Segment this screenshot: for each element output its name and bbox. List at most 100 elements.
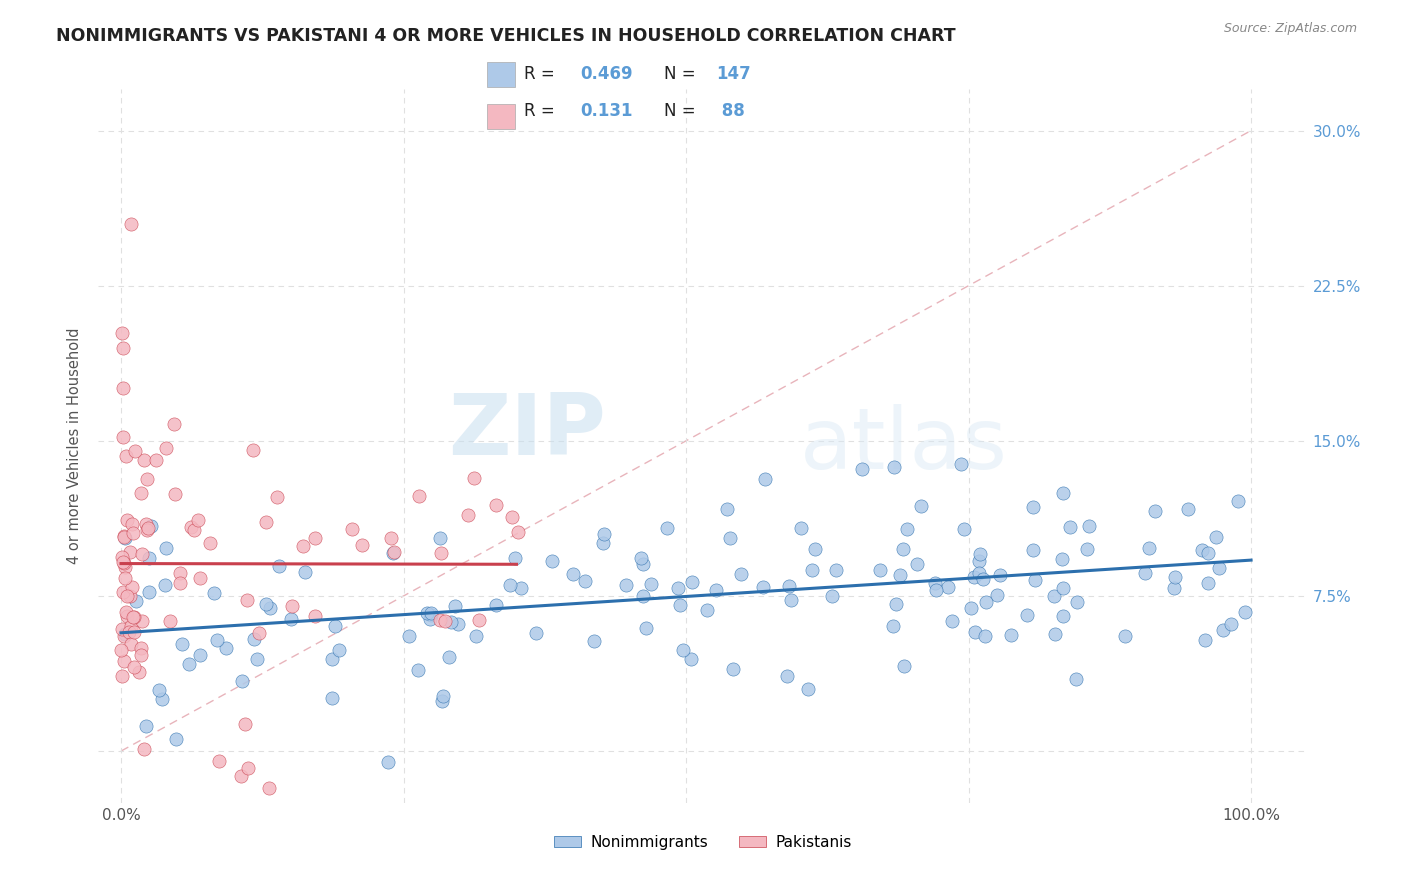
Point: [1135, 566, 1157, 580]
Point: [672, 643, 695, 657]
Point: [163, 487, 186, 501]
Point: [754, 472, 776, 486]
Point: [121, 517, 143, 532]
Point: [988, 568, 1011, 582]
Point: [655, 521, 678, 535]
Point: [582, 634, 605, 648]
Point: [122, 525, 145, 540]
Point: [121, 580, 143, 594]
Point: [484, 598, 506, 612]
Point: [118, 624, 141, 639]
Point: [342, 522, 364, 536]
Point: [1164, 570, 1187, 584]
Point: [1177, 502, 1199, 516]
Point: [188, 648, 211, 662]
Point: [229, 769, 252, 783]
Point: [526, 626, 548, 640]
Point: [257, 781, 280, 796]
Text: Source: ZipAtlas.com: Source: ZipAtlas.com: [1223, 22, 1357, 36]
Point: [666, 582, 689, 596]
Point: [231, 673, 253, 688]
Point: [465, 629, 488, 643]
Text: N =: N =: [664, 103, 700, 120]
Point: [183, 523, 205, 537]
Text: R =: R =: [524, 65, 561, 83]
Point: [631, 558, 654, 572]
Point: [1052, 486, 1074, 500]
Point: [138, 550, 160, 565]
Point: [457, 508, 479, 522]
Point: [936, 580, 959, 594]
Point: [891, 542, 914, 557]
Point: [821, 589, 844, 603]
Point: [122, 610, 145, 624]
Point: [291, 539, 314, 553]
Point: [382, 545, 405, 559]
Point: [169, 576, 191, 591]
Point: [1212, 623, 1234, 637]
Point: [429, 613, 451, 627]
Point: [509, 581, 531, 595]
Point: [114, 629, 136, 643]
Point: [129, 648, 152, 663]
Point: [205, 632, 228, 647]
Point: [950, 457, 973, 471]
Point: [963, 570, 986, 584]
Point: [439, 650, 461, 665]
Point: [141, 519, 163, 533]
Point: [419, 612, 441, 626]
Point: [941, 614, 963, 628]
Point: [120, 589, 142, 603]
Point: [159, 614, 181, 628]
Point: [187, 513, 209, 527]
Point: [592, 536, 614, 550]
Point: [1022, 500, 1045, 515]
Point: [110, 669, 132, 683]
Point: [780, 593, 803, 607]
Point: [1234, 606, 1257, 620]
Point: [122, 660, 145, 674]
Point: [198, 535, 221, 549]
Point: [377, 756, 399, 770]
Point: [114, 560, 136, 574]
Point: [432, 693, 454, 707]
Point: [328, 643, 350, 657]
Legend: Nonimmigrants, Pakistanis: Nonimmigrants, Pakistanis: [548, 829, 858, 855]
Point: [803, 542, 825, 557]
Point: [562, 566, 585, 581]
Point: [1226, 494, 1249, 508]
Point: [706, 582, 728, 597]
Point: [122, 610, 145, 624]
Text: atlas: atlas: [800, 404, 1008, 488]
Point: [254, 515, 277, 529]
Point: [114, 529, 136, 543]
Point: [165, 732, 187, 747]
Point: [120, 618, 142, 632]
Text: NONIMMIGRANTS VS PAKISTANI 4 OR MORE VEHICLES IN HOUSEHOLD CORRELATION CHART: NONIMMIGRANTS VS PAKISTANI 4 OR MORE VEH…: [56, 27, 956, 45]
Point: [718, 532, 741, 546]
Point: [1114, 629, 1136, 643]
Point: [419, 606, 441, 620]
FancyBboxPatch shape: [488, 104, 515, 129]
Point: [281, 599, 304, 613]
Point: [162, 417, 184, 431]
Point: [1059, 519, 1081, 533]
Point: [896, 522, 918, 536]
Point: [112, 341, 135, 355]
Point: [630, 551, 652, 566]
Point: [1197, 576, 1219, 591]
Point: [266, 490, 288, 504]
Point: [280, 612, 302, 626]
Point: [236, 593, 259, 607]
Point: [416, 606, 439, 620]
Point: [429, 531, 451, 545]
Point: [973, 629, 995, 643]
Point: [115, 449, 138, 463]
Y-axis label: 4 or more Vehicles in Household: 4 or more Vehicles in Household: [67, 327, 83, 565]
Point: [1015, 607, 1038, 622]
Point: [752, 580, 775, 594]
Point: [242, 442, 264, 457]
Point: [111, 326, 134, 341]
Point: [1000, 628, 1022, 642]
Point: [406, 663, 429, 677]
